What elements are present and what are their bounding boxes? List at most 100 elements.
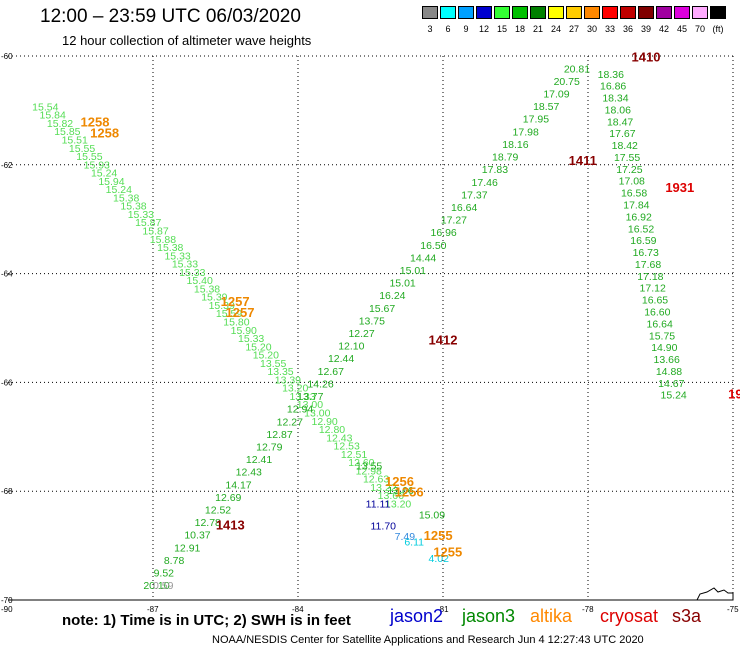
track-nw-value: 15.33 xyxy=(172,259,198,271)
track-ne-value: 12.69 xyxy=(215,492,241,504)
track-ne-value: 8.78 xyxy=(164,555,185,567)
track-se2-value: 16.64 xyxy=(647,318,673,330)
coastline-shape xyxy=(696,587,734,601)
track-nw-value: 13.66 xyxy=(378,490,404,502)
pass-time-label: 19 xyxy=(728,387,740,402)
track-se2-value: 16.92 xyxy=(626,211,652,223)
pass-time-label: 1256 xyxy=(385,474,414,489)
track-se-value: 13.66 xyxy=(387,485,413,497)
track-se2-value: 13.66 xyxy=(654,354,680,366)
track-ne-value: 12.78 xyxy=(195,517,221,529)
track-se-value: 15.09 xyxy=(419,509,445,521)
track-ne-value: 13.75 xyxy=(359,315,385,327)
track-se2-value: 14.67 xyxy=(658,378,684,390)
color-scale-swatch xyxy=(476,6,492,19)
footer-note: note: 1) Time is in UTC; 2) SWH is in fe… xyxy=(62,612,351,629)
track-ne-value: 15.67 xyxy=(369,303,395,315)
track-nw-value: 15.38 xyxy=(194,283,220,295)
track-ne-value: 12.27 xyxy=(348,328,374,340)
track-se2-value: 18.42 xyxy=(612,140,638,152)
track-se2-value: 16.60 xyxy=(644,307,670,319)
color-scale-label: 15 xyxy=(496,24,507,34)
track-nw-value: 15.51 xyxy=(62,134,88,146)
lon-tick-label: -84 xyxy=(292,605,304,614)
track-nw-value: 13.00 xyxy=(297,399,323,411)
track-nw-value: 12.51 xyxy=(341,449,367,461)
color-scale-label: 9 xyxy=(463,24,469,34)
track-se2-value: 16.58 xyxy=(621,188,647,200)
color-scale-label: 39 xyxy=(640,24,651,34)
track-nw-value: 15.54 xyxy=(32,101,58,113)
lon-tick-label-left: -90 xyxy=(1,605,13,614)
track-nw-value: 15.33 xyxy=(164,250,190,262)
track-se2-value: 14.90 xyxy=(651,342,677,354)
track-nw-value: 13.35 xyxy=(267,366,293,378)
credit-line: NOAA/NESDIS Center for Satellite Applica… xyxy=(212,634,644,646)
track-nw-value: 15.38 xyxy=(120,201,146,213)
track-nw-value: 15.84 xyxy=(40,110,66,122)
track-ne-value: 9.52 xyxy=(154,568,175,580)
color-scale-swatch xyxy=(458,6,474,19)
track-nw-value: 15.39 xyxy=(209,300,235,312)
lat-tick-label: -64 xyxy=(1,270,13,279)
track-nw-value: 15.33 xyxy=(128,209,154,221)
track-ne-value: 16.64 xyxy=(451,202,477,214)
color-scale-label: 12 xyxy=(478,24,489,34)
special-value: 0.59 xyxy=(153,580,174,592)
track-nw-value: 13.00 xyxy=(304,408,330,420)
track-low-value: 4.02 xyxy=(429,553,450,565)
track-nw-value: 12.98 xyxy=(356,465,382,477)
track-ne-value: 12.44 xyxy=(328,353,354,365)
color-scale-swatch xyxy=(656,6,672,19)
track-nw-value: 15.85 xyxy=(54,126,80,138)
legend-cryosat: cryosat xyxy=(600,606,659,626)
lat-tick-label: -66 xyxy=(1,378,13,387)
track-low-value: 11.11 xyxy=(366,499,391,511)
track-se2-value: 15.24 xyxy=(661,390,687,402)
track-ne-value: 14.17 xyxy=(225,479,251,491)
lat-tick-label: -60 xyxy=(1,52,13,61)
track-nw-value: 15.20 xyxy=(245,341,271,353)
color-scale-swatch xyxy=(566,6,582,19)
track-nw-value: 13.20 xyxy=(282,383,308,395)
track-ne-value: 17.98 xyxy=(513,126,539,138)
track-ne-value: 12.91 xyxy=(174,542,200,554)
track-nw-value: 15.94 xyxy=(98,176,124,188)
track-ne-value: 16.96 xyxy=(431,227,457,239)
track-ne-value: 17.46 xyxy=(472,177,498,189)
track-ne-value: 12.10 xyxy=(338,341,364,353)
track-se2-value: 17.25 xyxy=(616,164,642,176)
lon-tick-label: -75 xyxy=(727,605,739,614)
color-scale-swatch xyxy=(422,6,438,19)
track-se2-value: 15.75 xyxy=(649,330,675,342)
lat-tick-label: -62 xyxy=(1,161,13,170)
track-ne-value: 12.52 xyxy=(205,504,231,516)
track-ne-value: 12.79 xyxy=(256,441,282,453)
track-low-value: 7.49 xyxy=(395,531,416,543)
pass-time-label: 1413 xyxy=(216,517,245,532)
track-nw-value: 15.93 xyxy=(84,159,110,171)
track-nw-value: 15.55 xyxy=(69,143,95,155)
color-scale-swatch xyxy=(512,6,528,19)
track-ne-value: 12.27 xyxy=(277,416,303,428)
track-nw-value: 15.33 xyxy=(179,267,205,279)
color-scale-label: 3 xyxy=(427,24,433,34)
color-scale-label: 45 xyxy=(676,24,687,34)
track-ne-value: 15.01 xyxy=(389,278,415,290)
track-ne-value: 18.79 xyxy=(492,152,518,164)
track-se2-value: 14.88 xyxy=(656,366,682,378)
color-scale-label: 18 xyxy=(514,24,525,34)
track-nw-value: 15.24 xyxy=(106,184,132,196)
legend-s3a: s3a xyxy=(672,606,702,626)
track-nw-value: 13.20 xyxy=(385,499,411,511)
track-se2-value: 17.68 xyxy=(635,259,661,271)
pass-time-label: 1931 xyxy=(665,180,694,195)
track-se2-value: 18.47 xyxy=(607,116,633,128)
track-se2-value: 17.12 xyxy=(640,283,666,295)
track-ne-value: 16.24 xyxy=(379,290,405,302)
track-se2-value: 17.08 xyxy=(619,176,645,188)
track-se2-value: 16.73 xyxy=(633,247,659,259)
track-se2-value: 18.34 xyxy=(602,93,628,105)
